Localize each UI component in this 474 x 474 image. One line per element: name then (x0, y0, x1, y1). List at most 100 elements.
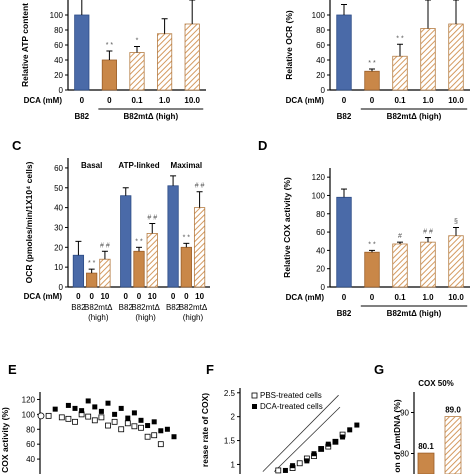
point-E-filled-8 (112, 411, 118, 417)
cat-group-C-2-1b: (high) (183, 313, 204, 322)
dca-label-C: DCA (mM) (24, 292, 63, 301)
y-tick-label-F: 1.5 (224, 437, 236, 446)
x-tick-label-A-0: 0 (80, 96, 85, 105)
y-tick-label-G: 80 (400, 450, 409, 459)
point-E-open-8 (105, 422, 111, 429)
group-title-C-1: ATP-linked (118, 161, 159, 170)
point-E-filled-12 (138, 417, 144, 423)
sig-mark-B-2: * * (396, 35, 404, 42)
point-F-dca-4 (318, 446, 324, 452)
point-F-pbs-2 (296, 460, 303, 467)
point-F-dca-6 (332, 439, 338, 445)
y-tick-label-B: 40 (316, 56, 325, 65)
y-tick-label-D: 120 (312, 173, 326, 182)
bar-B-3 (420, 28, 436, 91)
y-tick-label-C: 40 (54, 204, 63, 213)
bar-C-2-1 (180, 246, 192, 288)
bar-A-0 (74, 14, 90, 91)
y-tick-label-B: 60 (316, 41, 325, 50)
point-E-filled-7 (105, 400, 111, 406)
y-tick-label-A: 0 (59, 86, 64, 95)
legend-label-F-0: PBS-treated cells (260, 391, 322, 400)
point-E-filled-5 (92, 404, 98, 410)
sig-mark-D-2: # (398, 233, 402, 240)
x-tick-label-C-1-2: 10 (148, 292, 157, 301)
cat-group-C-0-0: B82 (71, 303, 86, 312)
y-axis-title-A: Relative ATP content (20, 3, 30, 87)
y-tick-label-E: 80 (26, 425, 35, 434)
bar-G-0 (417, 452, 435, 474)
y-tick-label-G: 90 (400, 409, 409, 418)
point-E-open-3 (72, 418, 78, 425)
sig-mark-D-1: * * (368, 241, 376, 248)
x-tick-label-C-0-0: 0 (76, 292, 81, 301)
point-E-open-1 (58, 414, 65, 421)
cat-group-C-1-1: B82mtΔ (131, 303, 160, 312)
group-label-B-0: B82 (337, 112, 352, 121)
point-E-open-10 (118, 426, 125, 433)
x-tick-label-D-2: 0.1 (394, 293, 406, 302)
bar-D-0 (336, 196, 352, 288)
bar-A-2 (129, 52, 145, 91)
x-tick-label-B-0: 0 (342, 96, 347, 105)
point-E-filled-10 (125, 415, 131, 421)
point-E-open-2 (65, 415, 72, 422)
y-tick-label-E: 100 (22, 410, 36, 419)
bar-C-1-1 (133, 250, 145, 288)
point-E-filled-2 (72, 405, 78, 411)
bar-C-2-2 (193, 207, 206, 288)
bar-D-2 (392, 243, 408, 288)
cat-group-C-1-1b: (high) (135, 313, 156, 322)
dca-label-A: DCA (mM) (24, 96, 63, 105)
cat-group-C-0-1b: (high) (88, 313, 109, 322)
bar-B-2 (392, 55, 408, 91)
x-tick-label-A-1: 0 (107, 96, 112, 105)
y-tick-label-D: 100 (312, 191, 326, 200)
sig-mark-C-1-2: # # (147, 214, 157, 221)
point-F-dca-7 (340, 434, 346, 440)
point-F-dca-8 (347, 427, 353, 433)
y-tick-label-D: 80 (316, 210, 325, 219)
x-tick-label-B-4: 10.0 (448, 96, 464, 105)
x-tick-label-C-2-1: 0 (184, 292, 189, 301)
point-E-ref (37, 412, 45, 420)
point-E-open-9 (111, 418, 118, 425)
y-tick-label-F: 1 (231, 460, 236, 469)
y-tick-label-C: 30 (54, 223, 63, 232)
bar-C-2-0 (167, 185, 179, 288)
point-E-filled-16 (164, 426, 170, 432)
y-tick-label-C: 60 (54, 164, 63, 173)
sig-mark-C-2-1: * * (183, 234, 191, 241)
x-tick-label-D-0: 0 (342, 293, 347, 302)
point-E-filled-14 (151, 419, 157, 425)
y-tick-label-A: 80 (54, 26, 63, 35)
bar-C-0-2 (99, 258, 111, 288)
bar-B-0 (336, 14, 352, 91)
dca-label-B: DCA (mM) (286, 96, 325, 105)
y-tick-label-C: 50 (54, 184, 63, 193)
panel-letter-C: C (12, 138, 22, 153)
y-tick-label-B: 0 (321, 86, 326, 95)
point-E-open-11 (124, 420, 131, 427)
point-F-dca-1 (290, 463, 296, 469)
sig-mark-D-4: § (454, 219, 458, 226)
point-E-filled-3 (79, 408, 85, 414)
point-E-filled-9 (118, 405, 124, 411)
legend-swatch-F-1 (252, 404, 257, 409)
cat-group-C-0-1: B82mtΔ (84, 303, 113, 312)
y-tick-label-D: 20 (316, 265, 325, 274)
y-tick-label-D: 60 (316, 228, 325, 237)
point-E-filled-0 (52, 406, 58, 412)
y-tick-label-A: 100 (50, 11, 64, 20)
group-label-B-1: B82mtΔ (high) (387, 112, 442, 121)
panel-letter-G: G (374, 362, 384, 377)
sig-mark-B-1: * * (368, 60, 376, 67)
sig-mark-D-3: # # (423, 229, 433, 236)
y-tick-label-D: 0 (321, 283, 326, 292)
x-tick-label-C-2-2: 10 (195, 292, 204, 301)
bar-C-1-2 (146, 233, 158, 288)
point-E-open-13 (138, 424, 144, 431)
y-tick-label-C: 10 (54, 263, 63, 272)
panel-letter-F: F (206, 362, 214, 377)
